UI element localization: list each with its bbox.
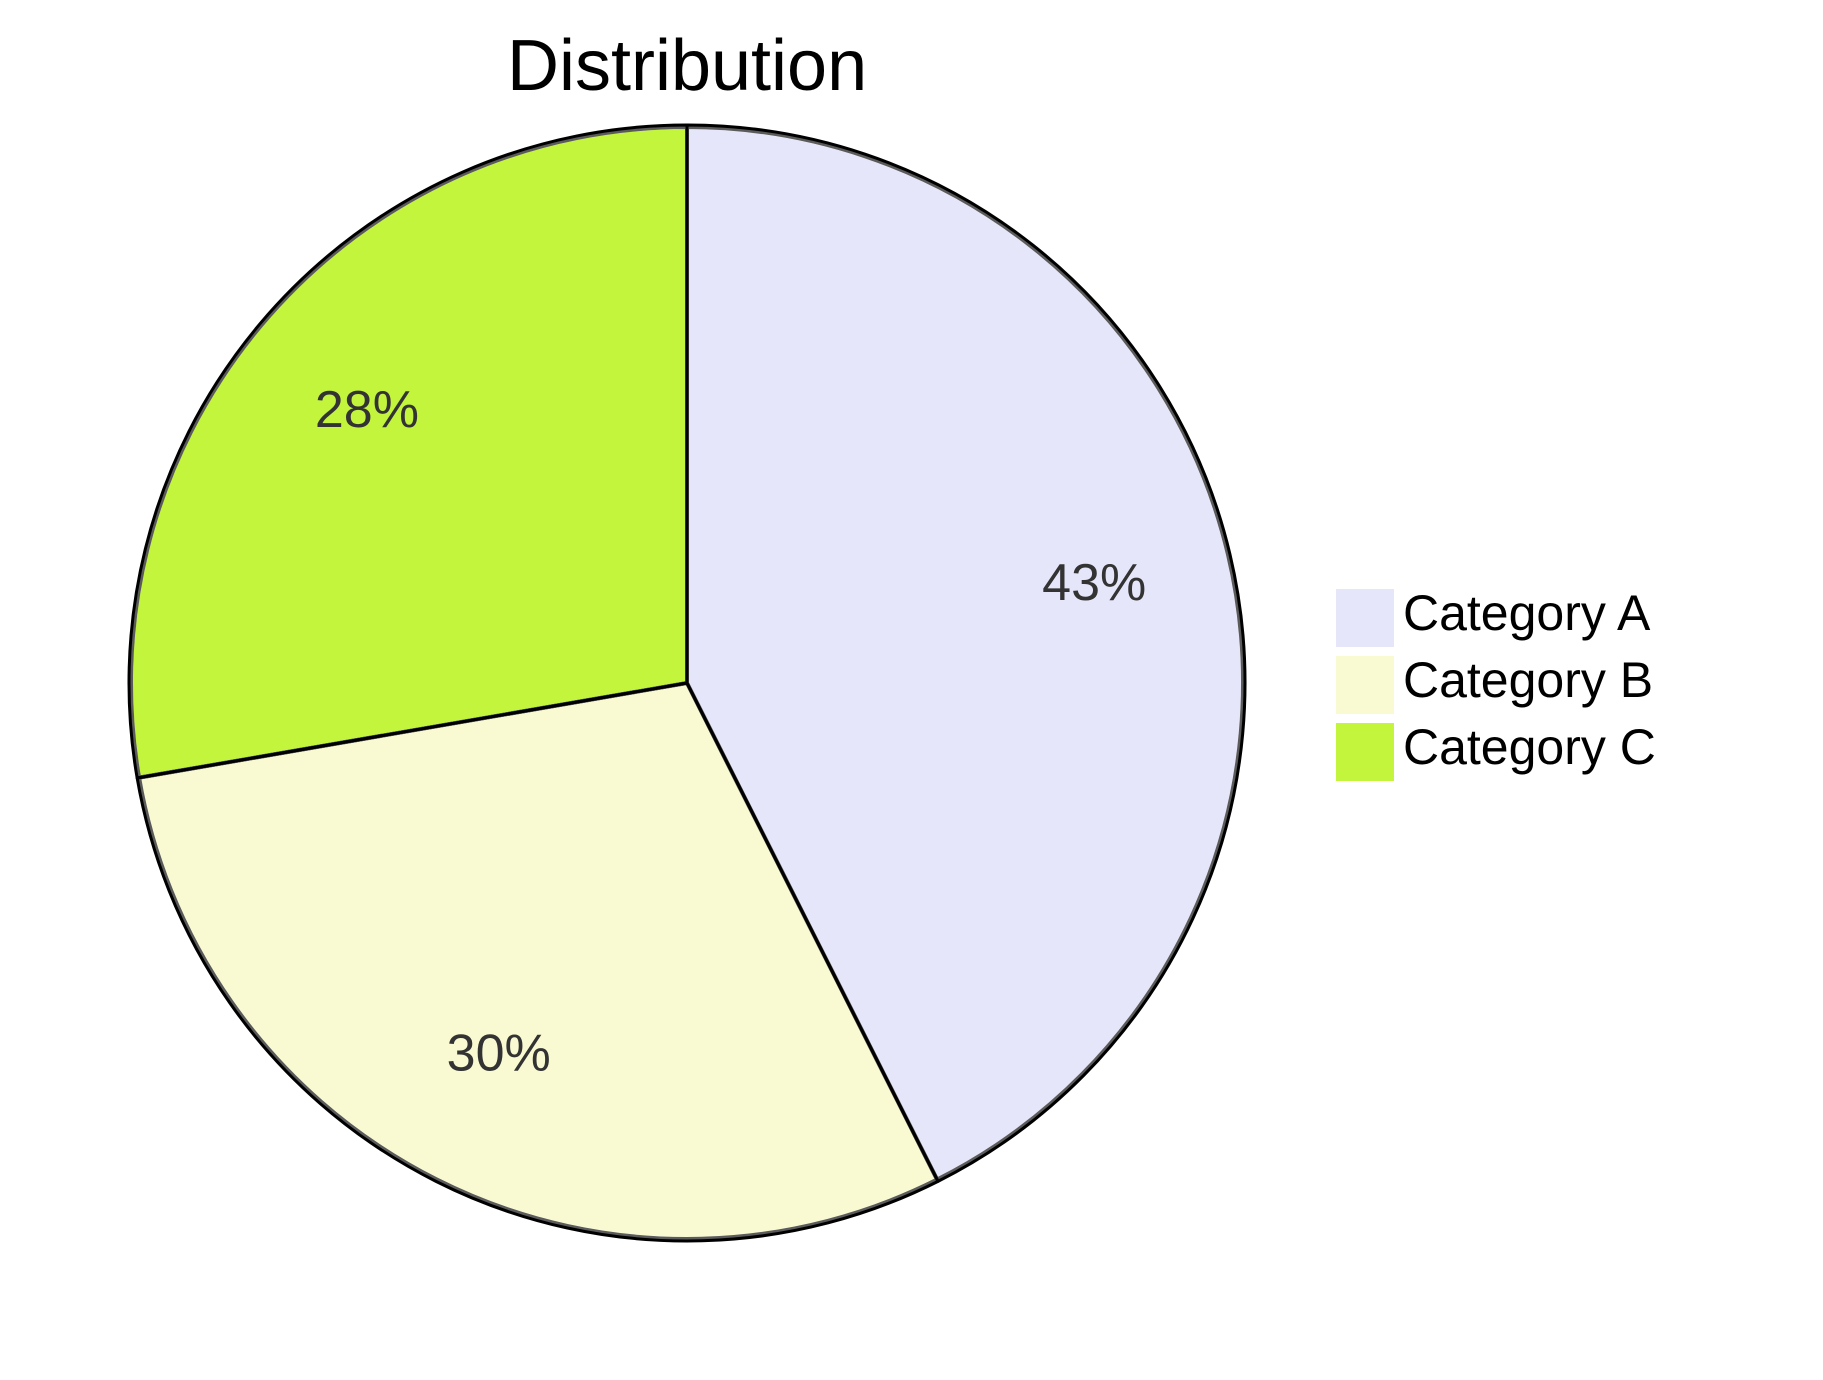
svg-text:Category B: Category B [1403, 652, 1653, 708]
svg-text:30%: 30% [447, 1025, 551, 1083]
svg-text:28%: 28% [315, 381, 419, 439]
svg-text:Category A: Category A [1403, 585, 1651, 641]
svg-text:Category C: Category C [1403, 719, 1656, 775]
svg-text:43%: 43% [1042, 554, 1146, 612]
